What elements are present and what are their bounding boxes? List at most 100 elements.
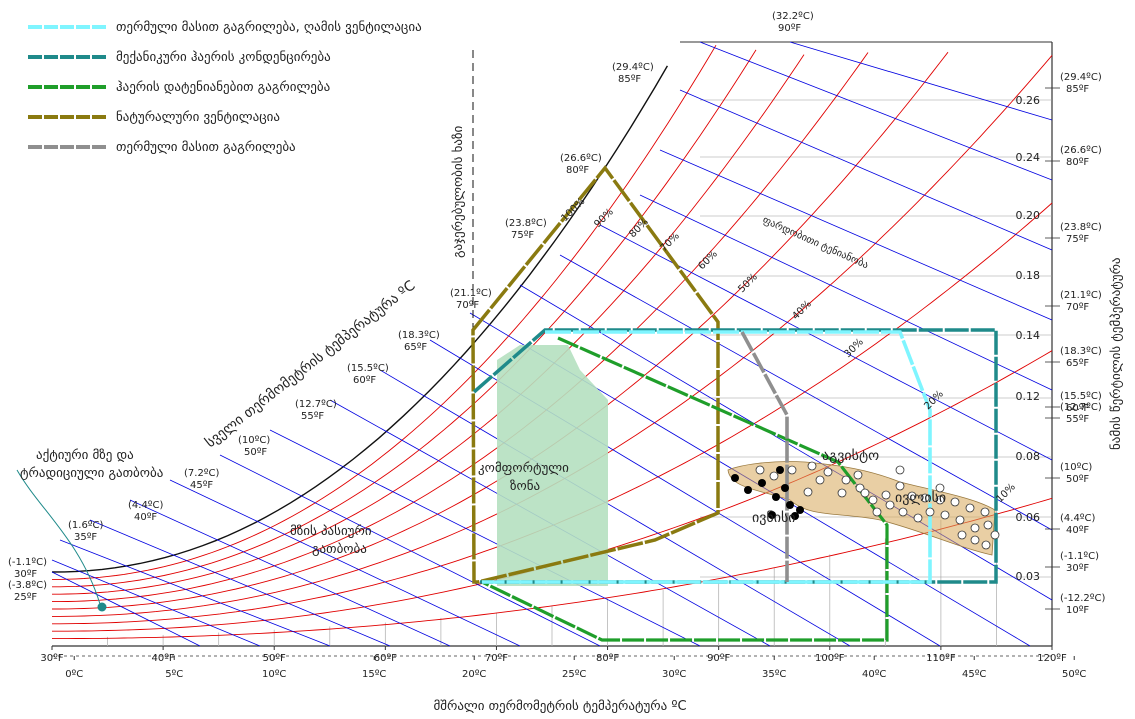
comfort-zone-label: კომფორტული — [478, 461, 569, 476]
data-point-dark — [731, 474, 739, 482]
data-point-light — [853, 470, 863, 480]
dewpoint-c: (4.4ºC) — [1060, 513, 1095, 524]
x-tick-label-f: 120ºF — [1037, 653, 1067, 664]
dewpoint-f: 80ºF — [1066, 157, 1089, 168]
x-tick-label-f: 50ºF — [263, 653, 286, 664]
saturation-curve — [51, 65, 669, 573]
dewpoint-label: (4.4ºC)40ºF — [1045, 513, 1095, 536]
strategy-zones-layer — [16, 165, 998, 642]
data-point-dark — [796, 506, 804, 514]
dewpoint-c: (23.8ºC) — [1060, 222, 1102, 233]
saturation-temp-c: (-1.1ºC) — [8, 557, 47, 568]
dewpoint-c: (15.5ºC) — [1060, 391, 1102, 402]
month-label-june: ივნისი — [752, 510, 796, 526]
data-point-light — [807, 461, 817, 471]
right-axis-title: ნამის წერტილის ტემპერატურა — [1109, 257, 1124, 450]
legend: თერმული მასით გაგრილება, ღამის ვენტილაცი… — [28, 20, 422, 155]
data-point-dark — [768, 511, 776, 519]
data-point-light — [957, 530, 967, 540]
dewpoint-label: (21.1ºC)70ºF — [1045, 290, 1102, 313]
saturation-temp-c: (15.5ºC) — [347, 363, 389, 374]
wet-bulb-line — [51, 559, 261, 647]
dewpoint-c: (-12.2ºC) — [1060, 593, 1105, 604]
saturation-temp-label: (10ºC)50ºF — [238, 435, 270, 458]
data-point-light — [755, 465, 765, 475]
passive-heating-label: მზის პასიური — [290, 524, 372, 539]
dewpoint-c: (21.1ºC) — [1060, 290, 1102, 301]
humidity-ratio-label: 0.03 — [1016, 570, 1041, 583]
data-point-light — [895, 465, 905, 475]
legend-label: თერმული მასით გაგრილება, ღამის ვენტილაცი… — [116, 20, 422, 35]
comfort-zone-label-2: ზონა — [510, 479, 540, 494]
saturation-temp-f: 45ºF — [190, 480, 213, 491]
comfort-zone — [497, 345, 608, 586]
wet-bulb-line — [169, 479, 521, 647]
wet-bulb-line — [129, 499, 451, 647]
data-point-light — [881, 490, 891, 500]
wet-bulb-line — [789, 41, 1053, 121]
rh-label: 70% — [658, 231, 682, 255]
dewpoint-c: (26.6ºC) — [1060, 145, 1102, 156]
x-tick-label-c: 15ºC — [362, 669, 386, 680]
data-point-dark — [781, 484, 789, 492]
monthly-points-layer — [731, 461, 1000, 550]
dewpoint-f: 10ºF — [1066, 605, 1089, 616]
dewpoint-c: (29.4ºC) — [1060, 72, 1102, 83]
saturation-temp-f: 30ºF — [14, 569, 37, 580]
saturation-temp-label: (1.6ºC)35ºF — [68, 520, 103, 543]
dewpoint-f: 60ºF — [1066, 403, 1089, 414]
x-tick-label-f: 30ºF — [40, 653, 63, 664]
x-tick-label-f: 60ºF — [374, 653, 397, 664]
data-point-dark — [772, 493, 780, 501]
saturation-temp-c: (21.1ºC) — [450, 288, 492, 299]
rh-label: 90% — [592, 207, 616, 231]
dewpoint-label: (26.6ºC)80ºF — [1045, 145, 1102, 168]
saturation-temp-label: (21.1ºC)70ºF — [450, 288, 492, 311]
thermal-mass-night-zone — [482, 330, 932, 584]
humidity-ratio-label: 0.14 — [1016, 329, 1041, 342]
passive-heating-label-2: გათბობა — [312, 542, 367, 557]
x-tick-label-c: 25ºC — [562, 669, 586, 680]
saturation-temp-label: (15.5ºC)60ºF — [347, 363, 389, 386]
dewpoint-label: (-1.1ºC)30ºF — [1045, 551, 1099, 574]
data-point-dark — [776, 466, 784, 474]
active-heating-pointer — [16, 469, 101, 605]
saturation-temp-f: 80ºF — [566, 165, 589, 176]
dewpoint-f: 40ºF — [1066, 525, 1089, 536]
data-point-light — [981, 540, 991, 550]
data-point-light — [872, 507, 882, 517]
saturation-temp-label: (26.6ºC)80ºF — [560, 153, 602, 176]
data-point-light — [935, 483, 945, 493]
humidity-ratio-label: 0.20 — [1016, 209, 1041, 222]
month-label-august: აგვისტო — [822, 448, 879, 464]
wet-bulb-line — [639, 194, 1053, 391]
humidity-ratio-label: 0.18 — [1016, 269, 1041, 282]
saturation-axis-title: გაჯერებულობის ხაზი — [451, 126, 466, 258]
saturation-temp-label: (12.7ºC)55ºF — [295, 399, 337, 422]
saturation-temp-c: (26.6ºC) — [560, 153, 602, 164]
humidity-ratio-label: 0.26 — [1016, 94, 1041, 107]
x-tick-label-c: 45ºC — [962, 669, 986, 680]
data-point-light — [815, 475, 825, 485]
saturation-temp-f: 85ºF — [618, 74, 641, 85]
data-point-light — [841, 475, 851, 485]
saturation-temp-c: (29.4ºC) — [612, 62, 654, 73]
data-point-light — [970, 535, 980, 545]
relative-humidity-curve — [52, 54, 805, 595]
dewpoint-c: (12.7ºC) — [1060, 402, 1102, 413]
x-axis-title: მშრალი თერმომეტრის ტემპერატურა ºC — [433, 699, 686, 714]
data-point-dark — [744, 486, 752, 494]
saturation-temp-c: (23.8ºC) — [505, 218, 547, 229]
relative-humidity-curve — [52, 52, 869, 603]
saturation-temp-c: (7.2ºC) — [184, 468, 219, 479]
rh-label: 100% — [559, 196, 587, 224]
legend-item: ჰაერის დატენიანებით გაგრილება — [28, 80, 330, 95]
saturation-temp-f: 75ºF — [511, 230, 534, 241]
wet-bulb-line — [699, 41, 1053, 181]
active-solar-label-2: ტრადიციული გათბობა — [20, 466, 163, 481]
data-point-light — [983, 520, 993, 530]
humidity-ratio-label: 0.08 — [1016, 450, 1041, 463]
x-tick-label-f: 40ºF — [152, 653, 175, 664]
data-point-light — [970, 523, 980, 533]
active-solar-label: აქტიური მზე და — [36, 448, 134, 463]
